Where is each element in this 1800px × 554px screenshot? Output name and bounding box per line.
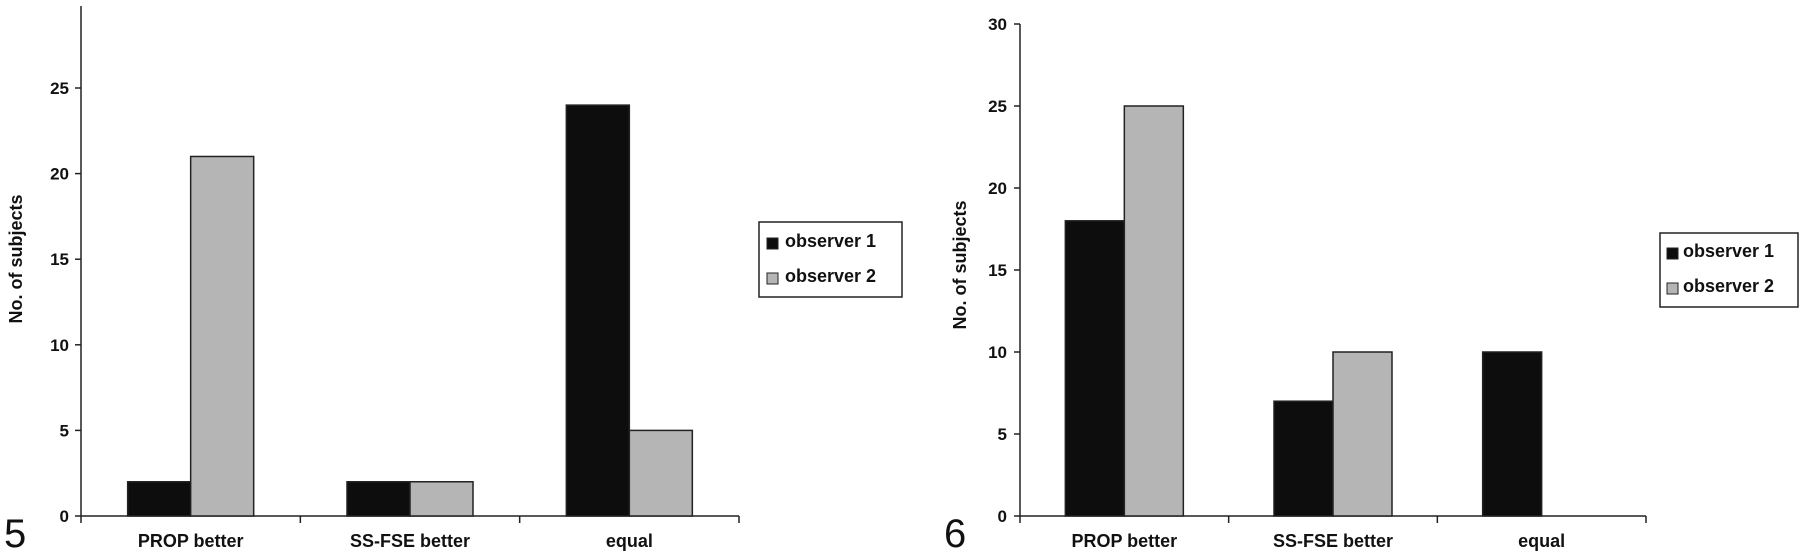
chart-5-y-tick-label: 25 [50, 79, 69, 98]
chart-5-y-axis-label: No. of subjects [6, 194, 26, 323]
chart-6-legend-swatch-observer-2 [1666, 282, 1679, 295]
chart-6-legend-label-observer-2: observer 2 [1683, 276, 1774, 296]
chart-6-bar-observer-1-ss-fse-better [1273, 400, 1334, 517]
chart-6-bar-observer-1-equal [1481, 351, 1543, 517]
chart-5-y-tick-label: 20 [50, 165, 69, 184]
chart-6-bar-observer-1-prop-better [1064, 220, 1126, 517]
chart-5-bar-observer-1-prop-better [126, 481, 192, 517]
chart-6-y-tick-label: 20 [988, 179, 1007, 198]
chart-6-y-tick-label: 15 [988, 261, 1007, 280]
chart-5-legend: observer 1 observer 2 [758, 221, 903, 298]
chart-5-bar-observer-2-ss-fse-better [409, 481, 474, 517]
chart-5-bar-observer-2-prop-better [189, 155, 255, 517]
chart-5-legend-label-observer-1: observer 1 [785, 231, 876, 251]
chart-5-y-tick-label: 10 [50, 336, 69, 355]
chart-5-legend-box [758, 221, 903, 298]
chart-6-bar-observer-2-prop-better [1123, 105, 1185, 517]
chart-5-category-label: PROP better [138, 531, 244, 551]
chart-5-category-label: SS-FSE better [350, 531, 470, 551]
chart-5-legend-label-observer-2: observer 2 [785, 266, 876, 286]
chart-6-y-tick-label: 0 [998, 507, 1007, 526]
chart-6: 0 5 10 15 20 25 30 PROP better SS-FSE better equ… [944, 15, 1799, 554]
chart-5-figure-number: 5 [4, 512, 26, 554]
chart-6-y-axis-label: No. of subjects [950, 200, 970, 329]
chart-6-category-label: equal [1518, 531, 1565, 551]
chart-5-y-tick-label: 5 [60, 421, 69, 440]
chart-6-category-label: SS-FSE better [1273, 531, 1393, 551]
chart-6-legend-label-observer-1: observer 1 [1683, 241, 1774, 261]
chart-5-bar-observer-2-equal [628, 429, 694, 517]
chart-6-legend-box [1659, 232, 1799, 308]
chart-5-legend-swatch-observer-1 [766, 237, 779, 250]
chart-6-y-tick-label: 5 [998, 425, 1007, 444]
chart-6-bar-observer-2-ss-fse-better [1332, 351, 1393, 517]
chart-6-figure-number: 6 [944, 512, 966, 554]
chart-6-y-tick-label: 10 [988, 343, 1007, 362]
chart-5-y-tick-label: 15 [50, 250, 69, 269]
chart-5-y-tick-label: 0 [60, 507, 69, 526]
chart-6-category-label: PROP better [1071, 531, 1177, 551]
chart-6-y-tick-label: 25 [988, 97, 1007, 116]
chart-6-legend-swatch-observer-1 [1666, 247, 1679, 260]
chart-6-legend: observer 1 observer 2 [1659, 232, 1799, 308]
chart-6-y-tick-label: 30 [988, 15, 1007, 34]
chart-5-bar-observer-1-equal [565, 104, 631, 517]
chart-5-category-label: equal [606, 531, 653, 551]
chart-5-bar-observer-1-ss-fse-better [346, 481, 411, 517]
chart-5-legend-swatch-observer-2 [766, 272, 779, 285]
chart-5: 0 5 10 15 20 25 PROP better SS-FSE better equal… [4, 6, 903, 554]
